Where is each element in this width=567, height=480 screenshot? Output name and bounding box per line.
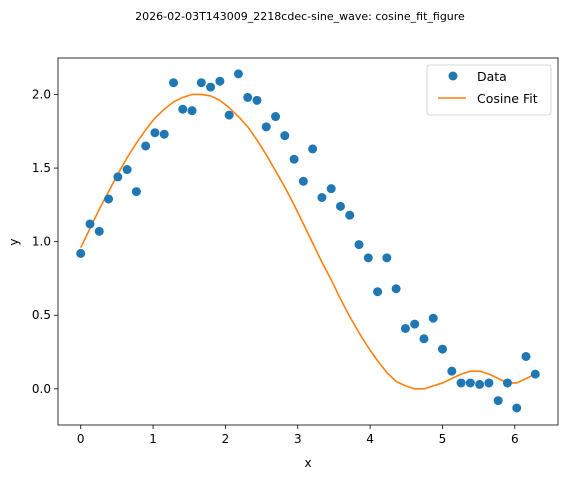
- cosine-fit-line: [80, 93, 536, 390]
- data-point: [456, 378, 466, 388]
- data-point: [438, 344, 448, 354]
- series-layer: [76, 69, 540, 413]
- data-point: [243, 92, 253, 102]
- x-tick-label: 5: [439, 432, 447, 446]
- data-point: [215, 76, 225, 86]
- data-point: [308, 144, 318, 154]
- x-axis-label: x: [304, 456, 311, 470]
- data-point: [169, 78, 178, 88]
- data-point: [76, 248, 86, 258]
- x-tick-label: 4: [366, 432, 374, 446]
- data-point: [465, 378, 475, 388]
- legend-label-cosine-fit: Cosine Fit: [477, 91, 538, 106]
- data-point: [271, 112, 281, 122]
- data-point: [159, 129, 169, 139]
- x-tick-label: 3: [294, 432, 302, 446]
- y-tick-label: 2.0: [32, 87, 51, 101]
- data-point: [317, 193, 327, 202]
- data-point: [122, 165, 132, 175]
- data-point: [131, 187, 141, 197]
- legend-label-data: Data: [477, 69, 507, 84]
- data-point: [335, 201, 345, 211]
- data-point: [104, 194, 114, 204]
- data-point: [150, 128, 160, 138]
- x-tick-label: 2: [222, 432, 230, 446]
- data-point: [475, 379, 485, 389]
- data-point: [113, 172, 123, 182]
- data-point: [530, 369, 540, 379]
- data-point: [233, 69, 243, 79]
- data-point: [400, 323, 410, 333]
- data-point: [298, 176, 308, 186]
- data-point: [187, 106, 197, 116]
- y-axis-label: y: [7, 238, 21, 245]
- legend: Data Cosine Fit: [426, 64, 552, 116]
- y-tick-label: 1.0: [32, 235, 51, 249]
- legend-frame: [426, 64, 552, 116]
- figure-title: 2026-02-03T143009_2218cdec-sine_wave: co…: [135, 10, 465, 23]
- data-point: [512, 403, 522, 413]
- data-point: [493, 396, 503, 406]
- data-point: [85, 219, 95, 229]
- data-point: [289, 154, 299, 164]
- data-point: [94, 226, 104, 236]
- data-point: [345, 210, 355, 220]
- data-point: [391, 284, 401, 294]
- data-point: [373, 287, 383, 297]
- y-tick-label: 0.5: [32, 308, 51, 322]
- x-tick-label: 0: [77, 432, 85, 446]
- x-tick-label: 6: [511, 432, 519, 446]
- data-point: [178, 104, 188, 114]
- data-point: [261, 122, 271, 132]
- data-point: [484, 378, 494, 388]
- data-point: [206, 82, 216, 92]
- data-point: [382, 253, 392, 263]
- data-point: [280, 131, 290, 141]
- y-axis: 0.0 0.5 1.0 1.5 2.0: [32, 87, 58, 396]
- data-point: [326, 184, 336, 194]
- data-point: [224, 110, 234, 120]
- plot-area: [58, 58, 558, 425]
- data-point: [447, 366, 457, 376]
- x-tick-label: 1: [149, 432, 157, 446]
- data-point: [141, 141, 151, 151]
- y-tick-label: 0.0: [32, 382, 51, 396]
- y-tick-label: 1.5: [32, 161, 51, 175]
- data-point: [410, 319, 420, 329]
- data-point: [252, 95, 262, 105]
- data-point: [354, 240, 364, 250]
- data-point: [419, 334, 429, 344]
- x-axis: 0 1 2 3 4 5 6: [77, 425, 519, 446]
- data-point: [521, 351, 531, 361]
- legend-data-marker: [448, 71, 458, 81]
- data-point: [363, 253, 373, 263]
- data-point: [502, 378, 512, 388]
- data-point: [428, 313, 438, 323]
- data-point: [196, 78, 206, 88]
